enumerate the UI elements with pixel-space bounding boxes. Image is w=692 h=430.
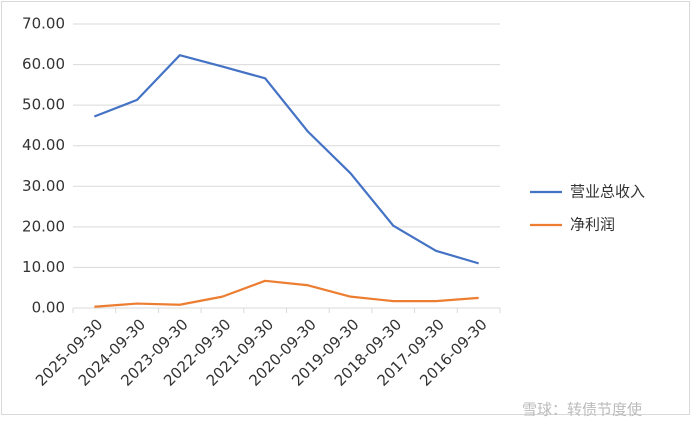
y-tick-label: 70.00	[22, 15, 65, 33]
y-tick-label: 40.00	[22, 136, 65, 154]
watermark: 雪球：转债节度使	[522, 401, 642, 419]
y-tick-label: 60.00	[22, 55, 65, 73]
line-series	[94, 279, 479, 308]
y-tick-label: 30.00	[22, 177, 65, 195]
legend-label: 营业总收入	[570, 183, 645, 201]
line-series	[93, 54, 479, 265]
y-tick-label: 20.00	[22, 217, 65, 235]
y-tick-label: 0.00	[32, 299, 65, 317]
y-tick-label: 10.00	[22, 258, 65, 276]
legend-label: 净利润	[570, 216, 615, 234]
y-tick-label: 50.00	[22, 96, 65, 114]
chart-border	[1, 1, 690, 415]
